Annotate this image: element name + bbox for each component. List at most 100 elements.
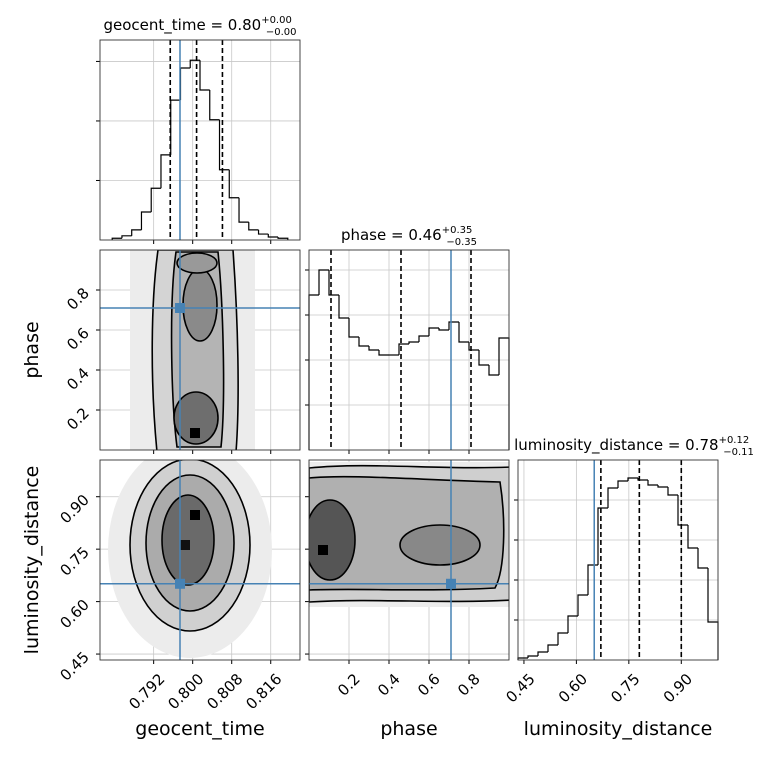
title-plus: +0.00 [261,15,292,26]
hist-step [170,99,181,155]
x-tick-label: 0.808 [203,670,246,713]
hist-step [140,211,152,230]
hist-step [428,327,439,336]
y-tick-label: 0.60 [56,596,92,632]
hist-step [527,655,538,658]
hist-step [697,548,708,569]
hist-step [438,328,449,331]
hist-step [308,294,319,450]
y-tick-label: 0.4 [63,364,93,394]
y-tick-label: 0.6 [63,324,93,354]
x-axis-label: geocent_time [135,718,264,740]
hist-step [121,235,132,239]
hist-step [228,169,240,199]
hist-step [597,507,608,565]
hist-step [318,269,329,295]
x-tick-label: 0.2 [334,670,364,700]
hist-step [418,335,429,342]
hist-step [257,229,269,235]
hist-step [637,478,648,481]
hist-step [537,651,548,656]
panel-frame [308,459,510,661]
y-tick-label: 0.2 [63,404,93,434]
hist-step [277,237,289,240]
hist-step [328,270,339,296]
hist-step [627,477,638,481]
title-minus: −0.11 [723,447,754,458]
hist-step [209,90,220,121]
truth-point [175,303,185,313]
hist-step [218,119,230,171]
hist-step [677,495,688,526]
hist-step [338,295,349,319]
hist-step [707,568,719,660]
title-text: geocent_time = 0.80 [104,16,262,35]
y-tick-label: 0.8 [63,284,93,314]
title-plus: +0.12 [719,435,750,446]
x-tick-label: 0.816 [242,670,285,713]
hist-step [468,342,479,351]
hist-step [358,337,369,347]
title-text: luminosity_distance = 0.78 [514,436,718,455]
y-axis-label: luminosity_distance [21,466,43,655]
title-plus: +0.35 [442,225,473,236]
x-tick-label: 0.792 [125,670,168,713]
panel-frame [99,249,301,451]
y-tick-label: 0.90 [56,491,92,527]
hist-step [150,187,161,213]
panel-frame [99,459,301,661]
hist-step [160,154,171,189]
hist-step [657,485,668,488]
hist-step [448,321,459,330]
hist-step [458,322,469,343]
hist-step [647,480,658,486]
panel-title: luminosity_distance = 0.78+0.12 −0.11 [514,435,754,458]
panel-frame [517,459,719,661]
density-layer [108,250,509,658]
hist-step [179,67,191,101]
density-geocent-phase [130,250,255,450]
x-tick-label: 0.75 [607,670,643,706]
hist-step [348,318,359,338]
panel-frame [308,249,510,451]
truth-point [446,578,456,589]
x-tick-label: 0.90 [660,670,696,706]
hist-step [398,343,409,355]
hist-step [687,525,698,549]
hist-step [368,346,379,351]
density-phase-distance [309,462,509,607]
hist-step [111,237,122,240]
hist-step [567,615,578,633]
hist-step [478,350,489,366]
x-tick-label: 0.6 [414,670,444,700]
hist-step [498,337,510,450]
panel-title: phase = 0.46+0.35 −0.35 [341,225,477,248]
y-tick-label: 0.75 [56,543,92,579]
hist-step [607,487,618,508]
x-tick-label: 0.800 [164,670,207,713]
x-tick-label: 0.60 [555,670,591,706]
hist-step [617,480,628,488]
x-axis-label: phase [380,718,437,740]
hist-step [557,632,568,645]
hist-step [199,60,210,91]
hist-step [378,350,389,356]
x-tick-label: 0.8 [454,670,484,700]
hist-step [408,341,419,344]
truth-point [175,578,185,589]
x-axis-label: luminosity_distance [524,718,713,740]
hist-step [488,365,499,376]
y-axis-label: phase [21,321,43,378]
hist-step [547,644,558,652]
hist-step [248,222,259,231]
panel-frame [99,39,301,241]
panel-title: geocent_time = 0.80+0.00 −0.00 [104,15,297,38]
hist-step [577,594,588,616]
hist-step [238,197,249,223]
hist-step [131,229,142,236]
y-tick-label: 0.45 [56,648,92,684]
title-text: phase = 0.46 [341,226,442,244]
title-minus: −0.00 [266,27,297,38]
density-geocent-distance [108,460,272,658]
